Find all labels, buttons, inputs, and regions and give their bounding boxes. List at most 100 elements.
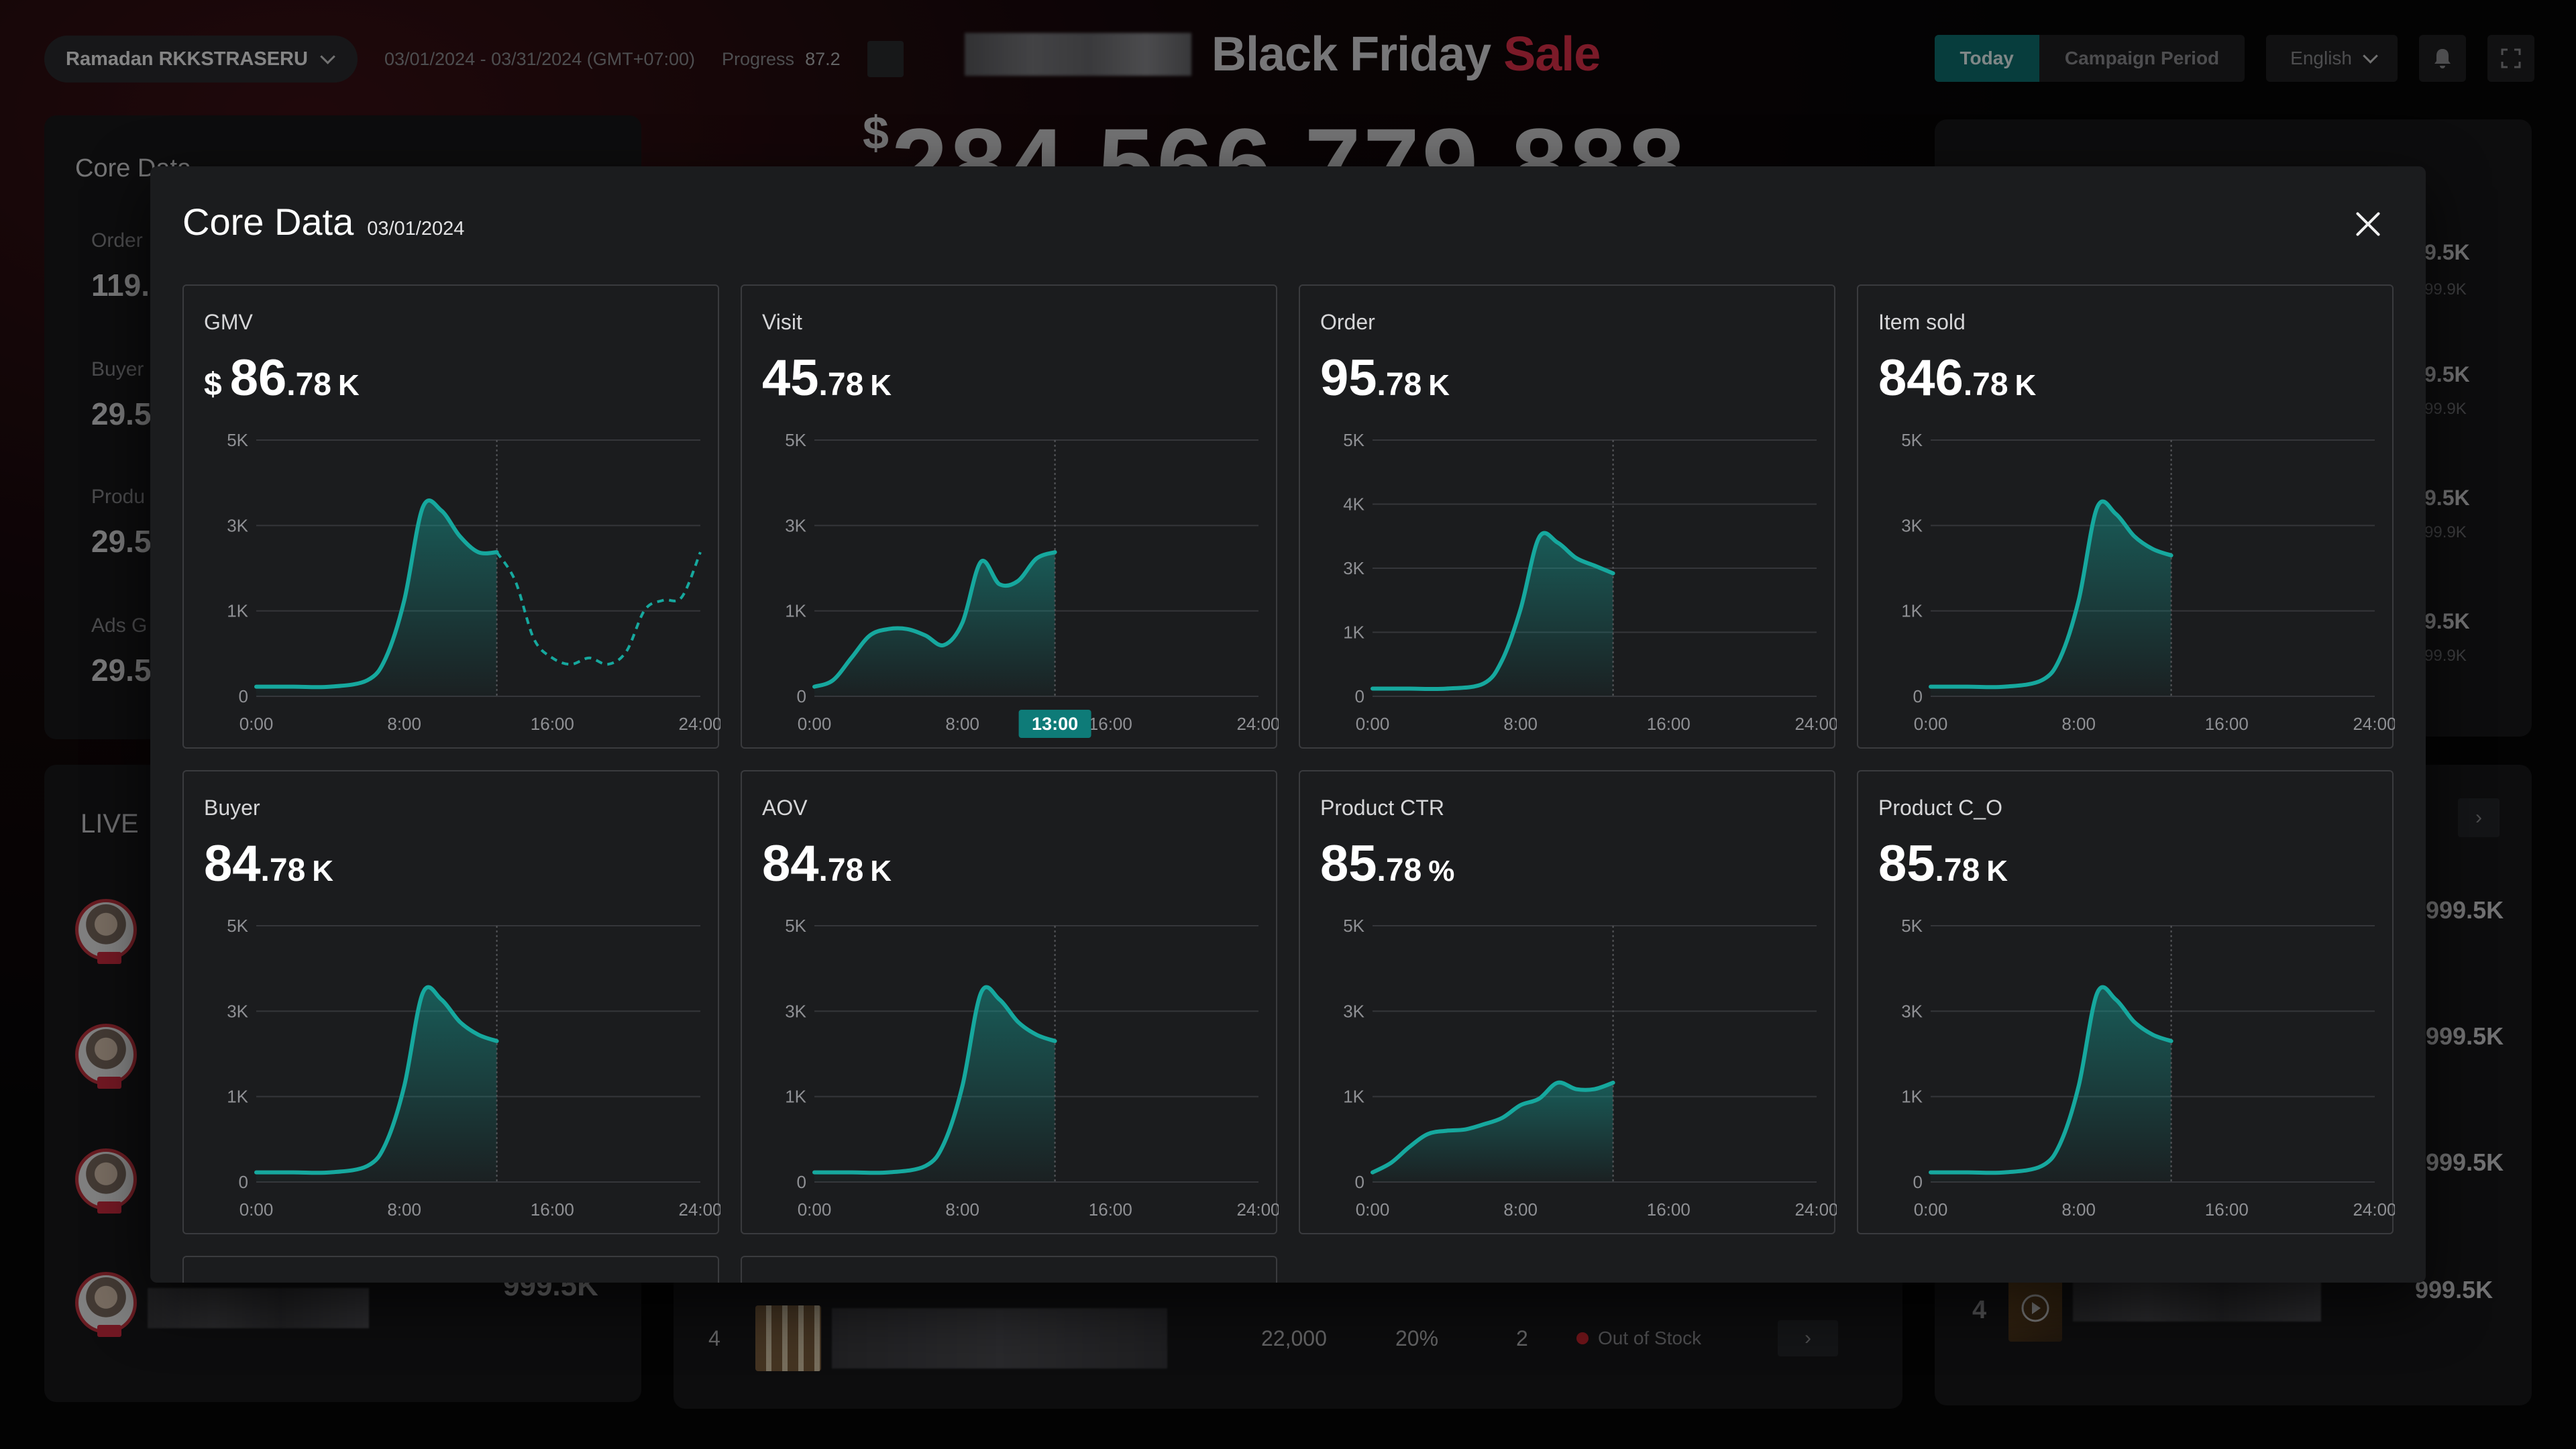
language-select[interactable]: English <box>2266 35 2398 82</box>
table-row[interactable]: 4 22,000 20% 2 Out of Stock › <box>671 1295 1902 1382</box>
x-tick-label: 0:00 <box>239 1199 274 1220</box>
metric-chart[interactable]: 0 1K 3K 5K 0:00 8:00 16:00 24:00 <box>184 286 720 750</box>
live-title: LIVE <box>80 809 139 839</box>
series-line <box>1371 531 1615 692</box>
avatar[interactable] <box>75 1148 137 1214</box>
kpi-label: Ads G <box>91 614 148 637</box>
y-tick-label: 1K <box>1343 623 1364 643</box>
y-tick-label: 3K <box>227 1001 248 1021</box>
x-tick-label: 24:00 <box>1794 1199 1837 1220</box>
avatar[interactable] <box>75 1024 137 1089</box>
brand-title: Black Friday Sale <box>1212 27 1601 82</box>
y-tick-label: 4K <box>1343 494 1364 515</box>
bell-icon <box>2434 49 2451 68</box>
metric-card-gmv[interactable]: GMV $86.78 K 0 1K 3K 5K 0:00 8:00 16:00 24:00 <box>182 284 720 750</box>
chevron-down-icon <box>320 49 335 64</box>
hover-time-badge: 13:00 <box>1018 710 1091 738</box>
metric-label: Product C_O <box>1878 796 2002 820</box>
row-price: 22,000 <box>1261 1326 1327 1350</box>
metric-value-integer: 95 <box>1320 350 1377 407</box>
x-tick-label: 16:00 <box>531 714 574 734</box>
metric-card-product-ctr[interactable]: Product CTR 85.78% 0 1K 3K 5K 0:00 8:00 16:00 24:… <box>1299 770 1837 1236</box>
metric-chart[interactable]: 0 1K 3K 4K 5K 0:00 8:00 16:00 24:00 <box>1300 286 1837 750</box>
y-tick-label: 3K <box>1901 1001 1923 1021</box>
product-thumbnail <box>2008 1276 2062 1342</box>
x-tick-label: 8:00 <box>1503 714 1538 734</box>
avatar[interactable] <box>75 899 137 964</box>
kpi-label: Order <box>91 229 143 252</box>
metric-value-decimal: .78 <box>818 367 864 402</box>
right-list-value: 999.5K <box>2415 1276 2493 1303</box>
kpi-label: Produ <box>91 486 146 508</box>
kpi-value: 29.5 <box>91 653 152 688</box>
metric-value-integer: 846 <box>1878 350 1964 407</box>
x-tick-label: 8:00 <box>1503 1199 1538 1220</box>
x-tick-label: 0:00 <box>1914 714 1948 734</box>
x-tick-label: 0:00 <box>1356 1199 1390 1220</box>
language-label: English <box>2290 48 2352 68</box>
metric-chart[interactable]: 0 1K 3K 5K 0:00 8:00 16:00 24:00 <box>184 771 720 1236</box>
metric-card-order[interactable]: Order 95.78 K 0 1K 3K 4K 5K 0:00 8:00 16:00 24:00 <box>1299 284 1837 750</box>
close-icon[interactable] <box>2355 211 2381 237</box>
metric-chart[interactable]: 0 1K 3K 5K 0:00 8:00 16:00 24:00 13:00 <box>742 286 1279 750</box>
brand-logo-blurred <box>965 33 1191 76</box>
x-tick-label: 16:00 <box>2205 1199 2249 1220</box>
metric-unit: K <box>870 369 892 402</box>
right-panel-next-button[interactable]: › <box>2458 798 2500 837</box>
avatar[interactable] <box>75 1272 137 1337</box>
metric-value-integer: 86 <box>229 350 287 407</box>
metric-label: Item sold <box>1878 310 1966 334</box>
tab-today[interactable]: Today <box>1934 35 2039 82</box>
metric-card-aov[interactable]: AOV 84.78 K 0 1K 3K 5K 0:00 8:00 16:00 24:00 <box>741 770 1279 1236</box>
y-tick-label: 0 <box>239 686 248 706</box>
metric-chart[interactable]: 0 1K 3K 5K 0:00 8:00 16:00 24:00 <box>1858 286 2395 750</box>
x-tick-label: 16:00 <box>1647 714 1690 734</box>
x-tick-label: 16:00 <box>1089 1199 1132 1220</box>
metric-chart[interactable]: 0 1K 3K 5K 0:00 8:00 16:00 24:00 <box>1858 771 2395 1236</box>
right-list-value: 999.5K <box>2426 1022 2504 1050</box>
series-line <box>254 985 499 1175</box>
metric-card-item-sold[interactable]: Item sold 846.78 K 0 1K 3K 5K 0:00 8:00 16:00 24:0… <box>1857 284 2395 750</box>
x-tick-label: 8:00 <box>2061 1199 2096 1220</box>
metric-value-decimal: .78 <box>1377 853 1422 888</box>
top-bar: Ramadan RKKSTRASERU 03/01/2024 - 03/31/2… <box>44 35 904 83</box>
area-fill <box>814 552 1055 696</box>
metric-chart[interactable]: 0 1K 3K 5K 0:00 8:00 16:00 24:00 <box>742 771 1279 1236</box>
kpi-label: Buyer <box>91 358 144 380</box>
metric-value-integer: 84 <box>204 835 261 892</box>
series-line <box>1929 985 2174 1175</box>
metric-value-integer: 85 <box>1320 835 1377 892</box>
row-detail-button[interactable]: › <box>1778 1320 1838 1356</box>
metric-card-buyer[interactable]: Buyer 84.78 K 0 1K 3K 5K 0:00 8:00 16:00 24:00 <box>182 770 720 1236</box>
notification-button[interactable] <box>2419 35 2466 82</box>
x-tick-label: 24:00 <box>1794 714 1837 734</box>
row-percent: 20% <box>1395 1326 1439 1350</box>
metric-value: 84.78 K <box>204 835 333 893</box>
kpi-product: Produ 29.5 <box>91 486 152 559</box>
metric-chart[interactable]: 0 1K 3K 5K 0:00 8:00 16:00 24:00 <box>1300 771 1837 1236</box>
metric-value-decimal: .78 <box>260 853 306 888</box>
metric-card-product-c-o[interactable]: Product C_O 85.78 K 0 1K 3K 5K 0:00 8:00 16:00 24:… <box>1857 770 2395 1236</box>
y-tick-label: 3K <box>227 515 248 535</box>
metric-unit: K <box>337 369 360 402</box>
kpi-value: 29.5 <box>91 396 152 431</box>
x-tick-label: 0:00 <box>798 1199 832 1220</box>
right-list-value: 999.5K <box>2426 1148 2504 1176</box>
y-tick-label: 1K <box>785 601 806 621</box>
modal-header: Core Data 03/01/2024 <box>182 200 464 244</box>
metric-card-partial <box>741 1256 1277 1283</box>
metric-label: Visit <box>762 310 802 334</box>
tab-campaign-period[interactable]: Campaign Period <box>2064 48 2220 68</box>
y-tick-label: 0 <box>239 1172 248 1192</box>
right-stat-main: 9.5K <box>2424 609 2470 633</box>
fullscreen-button[interactable] <box>2487 35 2534 82</box>
stock-status-text: Out of Stock <box>1598 1328 1702 1348</box>
row-count: 2 <box>1516 1326 1528 1350</box>
metric-card-visit[interactable]: Visit 45.78 K 0 1K 3K 5K 0:00 8:00 16:00 24:00 13:0… <box>741 284 1279 750</box>
x-tick-label: 0:00 <box>239 714 274 734</box>
live-badge <box>97 952 121 964</box>
right-rank: 4 <box>1972 1296 1987 1324</box>
campaign-select[interactable]: Ramadan RKKSTRASERU <box>44 36 358 83</box>
right-stat-sub: 99.9K <box>2424 523 2467 541</box>
brand-title-sale: Sale <box>1503 28 1601 81</box>
